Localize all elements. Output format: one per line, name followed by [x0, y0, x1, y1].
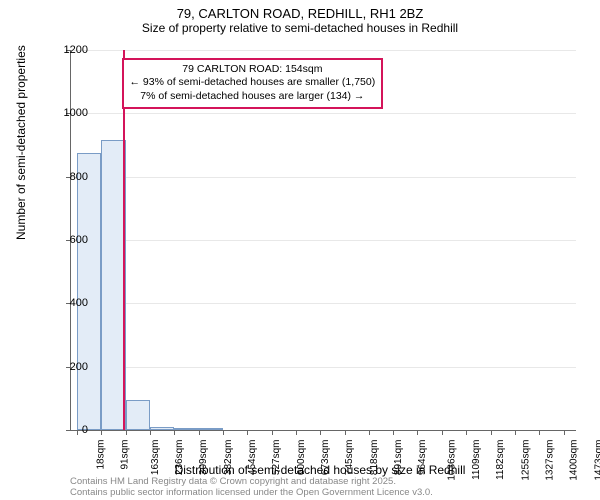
xtick-label: 454sqm	[247, 440, 258, 476]
xtick-mark	[515, 430, 516, 435]
xtick-mark	[223, 430, 224, 435]
xtick-mark	[417, 430, 418, 435]
xtick-label: 1400sqm	[569, 440, 580, 481]
gridline	[71, 240, 576, 241]
xtick-mark	[150, 430, 151, 435]
xtick-label: 163sqm	[150, 440, 161, 476]
xtick-mark	[272, 430, 273, 435]
ytick-mark	[66, 430, 71, 431]
ytick-label: 1200	[64, 44, 88, 56]
plot-area: 79 CARLTON ROAD: 154sqm← 93% of semi-det…	[70, 50, 576, 431]
xtick-mark	[77, 430, 78, 435]
y-axis-label: Number of semi-detached properties	[14, 45, 28, 240]
xtick-mark	[466, 430, 467, 435]
ytick-label: 400	[70, 297, 88, 309]
xtick-label: 527sqm	[271, 440, 282, 476]
xtick-label: 964sqm	[417, 440, 428, 476]
ytick-label: 0	[82, 424, 88, 436]
ytick-label: 600	[70, 234, 88, 246]
footer-line-2: Contains public sector information licen…	[70, 488, 433, 499]
gridline	[71, 177, 576, 178]
xtick-mark	[345, 430, 346, 435]
xtick-mark	[126, 430, 127, 435]
ytick-label: 200	[70, 361, 88, 373]
xtick-label: 1473sqm	[593, 440, 600, 481]
xtick-label: 91sqm	[120, 440, 131, 470]
xtick-label: 1255sqm	[520, 440, 531, 481]
xtick-label: 236sqm	[174, 440, 185, 476]
chart-title: 79, CARLTON ROAD, REDHILL, RH1 2BZ	[0, 0, 600, 21]
chart-subtitle: Size of property relative to semi-detach…	[0, 21, 600, 39]
xtick-label: 1182sqm	[495, 440, 506, 480]
histogram-bar	[126, 400, 150, 430]
xtick-label: 309sqm	[198, 440, 209, 476]
footer-attribution: Contains HM Land Registry data © Crown c…	[70, 477, 433, 499]
xtick-mark	[296, 430, 297, 435]
ytick-label: 1000	[64, 107, 88, 119]
histogram-bar	[150, 427, 174, 430]
xtick-label: 1109sqm	[471, 440, 482, 480]
ytick-label: 800	[70, 171, 88, 183]
xtick-mark	[539, 430, 540, 435]
xtick-label: 18sqm	[96, 440, 107, 470]
gridline	[71, 50, 576, 51]
xtick-mark	[369, 430, 370, 435]
xtick-label: 673sqm	[320, 440, 331, 476]
histogram-bar	[199, 428, 223, 430]
xtick-label: 1036sqm	[447, 440, 458, 481]
xtick-label: 745sqm	[344, 440, 355, 476]
xtick-mark	[174, 430, 175, 435]
histogram-bar	[174, 428, 198, 430]
gridline	[71, 367, 576, 368]
histogram-chart: 79, CARLTON ROAD, REDHILL, RH1 2BZ Size …	[0, 0, 600, 500]
xtick-label: 1327sqm	[544, 440, 555, 481]
xtick-label: 891sqm	[393, 440, 404, 476]
gridline	[71, 113, 576, 114]
xtick-label: 600sqm	[296, 440, 307, 476]
callout-line-1: 79 CARLTON ROAD: 154sqm	[130, 63, 376, 77]
gridline	[71, 303, 576, 304]
xtick-mark	[564, 430, 565, 435]
histogram-bar	[77, 153, 101, 430]
xtick-mark	[101, 430, 102, 435]
xtick-label: 818sqm	[369, 440, 380, 476]
callout-box: 79 CARLTON ROAD: 154sqm← 93% of semi-det…	[122, 58, 384, 109]
xtick-mark	[393, 430, 394, 435]
xtick-mark	[199, 430, 200, 435]
xtick-label: 382sqm	[223, 440, 234, 476]
xtick-mark	[320, 430, 321, 435]
xtick-mark	[247, 430, 248, 435]
callout-line-3: 7% of semi-detached houses are larger (1…	[130, 90, 376, 104]
xtick-mark	[442, 430, 443, 435]
callout-line-2: ← 93% of semi-detached houses are smalle…	[130, 76, 376, 90]
xtick-mark	[491, 430, 492, 435]
